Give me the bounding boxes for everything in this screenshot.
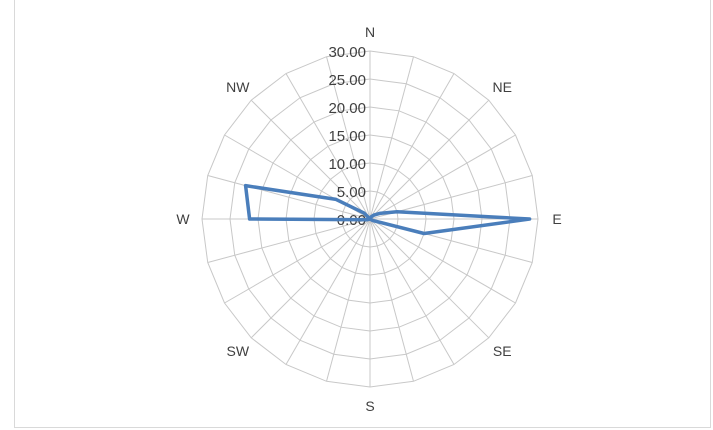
data-point <box>371 219 374 221</box>
direction-label-n: N <box>365 24 375 40</box>
direction-label-s: S <box>365 398 374 414</box>
grid-spoke <box>285 73 371 220</box>
grid-spoke <box>250 218 371 339</box>
data-point <box>249 218 251 220</box>
direction-label-e: E <box>552 211 561 227</box>
tick-label: 5.00 <box>337 184 366 201</box>
data-point <box>423 232 425 235</box>
grid-spoke <box>326 218 371 382</box>
direction-label-nw: NW <box>226 79 250 95</box>
direction-labels: N NE E SE S SW W NW <box>176 24 561 414</box>
direction-label-se: SE <box>493 343 512 359</box>
grid-spoke <box>369 56 414 220</box>
data-point <box>363 212 365 214</box>
tick-label: 25.00 <box>328 72 366 89</box>
grid-spoke <box>207 175 371 220</box>
data-point <box>369 218 371 220</box>
grid-spoke <box>224 218 371 304</box>
tick-label: 30.00 <box>328 44 366 61</box>
tick-label: 10.00 <box>328 156 366 173</box>
tick-label: 15.00 <box>328 128 366 145</box>
data-point <box>373 214 375 216</box>
grid-spoke <box>369 134 516 220</box>
direction-label-ne: NE <box>493 79 512 95</box>
grid-spoke <box>369 218 490 339</box>
grid-spoke <box>250 99 371 220</box>
grid-spoke <box>369 218 414 382</box>
grid-spoke <box>285 218 371 365</box>
grid-spoke <box>369 218 516 304</box>
grid-spoke <box>207 218 371 263</box>
data-point <box>244 185 247 187</box>
data-point <box>396 211 398 213</box>
series-layer <box>243 183 532 236</box>
tick-label: 20.00 <box>328 100 366 117</box>
data-point <box>529 218 531 220</box>
grid-spoke <box>369 99 490 220</box>
data-point <box>366 219 368 221</box>
data-point <box>335 198 337 200</box>
series-line <box>243 183 532 236</box>
grid-spoke <box>369 73 455 220</box>
grid-spoke <box>326 56 371 220</box>
direction-label-sw: SW <box>226 343 249 359</box>
grid-spoke <box>369 218 455 365</box>
data-point <box>370 215 372 218</box>
data-point <box>379 212 381 214</box>
radar-grid <box>201 50 539 388</box>
direction-label-w: W <box>176 211 190 227</box>
